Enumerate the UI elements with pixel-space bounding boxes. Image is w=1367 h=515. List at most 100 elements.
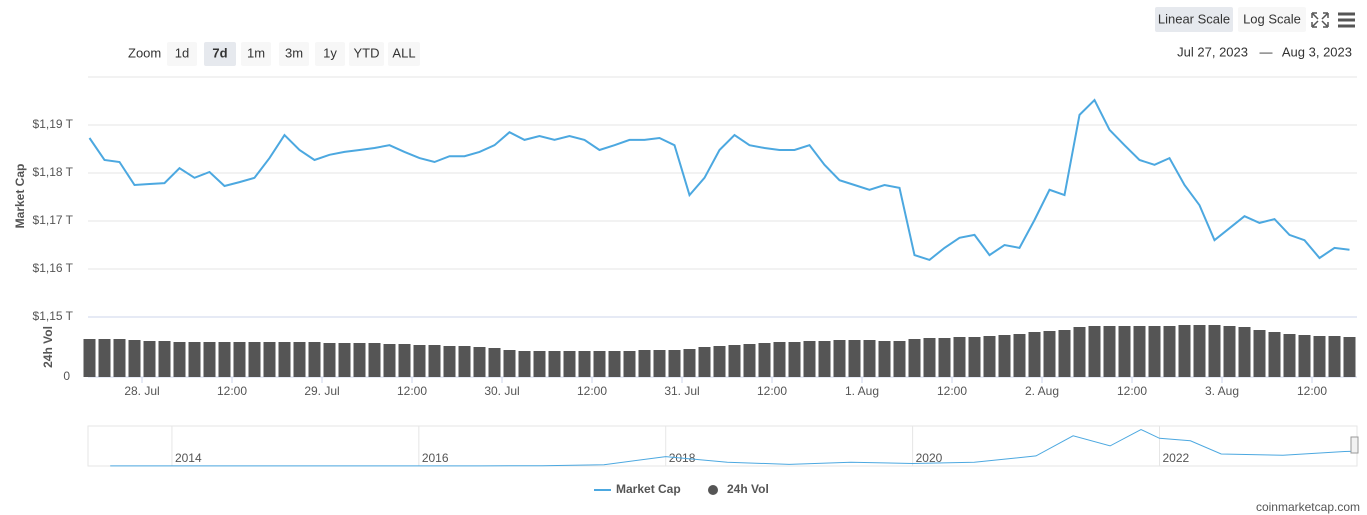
volume-bar: [1283, 334, 1296, 377]
volume-bar: [1253, 330, 1266, 377]
zoom-button[interactable]: [204, 42, 236, 66]
volume-bar: [1193, 325, 1206, 377]
x-tick-label: 30. Jul: [484, 384, 519, 398]
x-tick-label: 3. Aug: [1205, 384, 1239, 398]
volume-bar: [1073, 327, 1086, 377]
y-axis-label: Market Cap: [13, 164, 27, 229]
x-tick-label: 12:00: [577, 384, 607, 398]
volume-bar: [848, 340, 861, 377]
legend-label[interactable]: Market Cap: [616, 482, 681, 496]
volume-bar: [1178, 325, 1191, 377]
zoom-button[interactable]: [315, 42, 345, 66]
zoom-button-label[interactable]: 7d: [212, 45, 227, 60]
volume-bar: [1028, 332, 1041, 377]
x-tick-label: 12:00: [1117, 384, 1147, 398]
volume-bar: [158, 341, 171, 377]
navigator-tick-label: 2014: [175, 451, 202, 465]
zoom-label: Zoom: [128, 45, 161, 60]
volume-bar: [1313, 336, 1326, 377]
volume-bar: [1043, 331, 1056, 377]
zoom-button-label[interactable]: 1d: [175, 45, 189, 60]
volume-bar: [953, 337, 966, 377]
volume-bar: [98, 339, 111, 377]
volume-bar: [938, 338, 951, 377]
volume-bar: [1343, 337, 1356, 377]
volume-bar: [773, 342, 786, 377]
zoom-button-label[interactable]: 1m: [247, 45, 265, 60]
volume-bar: [908, 339, 921, 377]
date-from: Jul 27, 2023: [1177, 44, 1248, 59]
y2-axis-label: 24h Vol: [41, 326, 55, 368]
x-tick-label: 12:00: [397, 384, 427, 398]
volume-bar: [863, 340, 876, 377]
zoom-button-label[interactable]: YTD: [354, 45, 380, 60]
volume-bar: [83, 339, 96, 377]
zoom-button-label[interactable]: 1y: [323, 45, 337, 60]
volume-bar: [548, 351, 561, 377]
volume-bar: [608, 351, 621, 377]
scale-button[interactable]: [1155, 7, 1233, 32]
volume-bar: [578, 351, 591, 377]
navigator-tick-label: 2020: [916, 451, 943, 465]
x-tick-label: 12:00: [217, 384, 247, 398]
volume-bar: [1148, 326, 1161, 377]
menu-icon[interactable]: [1338, 12, 1355, 28]
volume-bar: [698, 347, 711, 377]
volume-bar: [353, 343, 366, 377]
scale-button-label[interactable]: Linear Scale: [1158, 11, 1230, 26]
volume-bar: [803, 341, 816, 377]
zoom-button[interactable]: [241, 42, 271, 66]
navigator-handle[interactable]: [1350, 436, 1359, 454]
volume-bar: [788, 342, 801, 377]
y-tick-label: $1,15 T: [33, 309, 74, 323]
volume-bar: [653, 350, 666, 377]
volume-bar: [443, 346, 456, 377]
volume-bar: [1103, 326, 1116, 377]
y-tick-label: $1,19 T: [33, 117, 74, 131]
x-tick-label: 2. Aug: [1025, 384, 1059, 398]
volume-bar: [518, 351, 531, 377]
volume-bar: [833, 340, 846, 377]
navigator-tick-label: 2016: [422, 451, 449, 465]
y-tick-label: $1,18 T: [33, 165, 74, 179]
navigator-line: [110, 428, 1355, 467]
volume-bar: [893, 341, 906, 377]
x-tick-label: 31. Jul: [664, 384, 699, 398]
legend-label[interactable]: 24h Vol: [727, 482, 769, 496]
date-to: Aug 3, 2023: [1282, 44, 1352, 59]
volume-bar: [1058, 330, 1071, 377]
volume-bar: [263, 342, 276, 377]
volume-bar: [383, 344, 396, 377]
volume-bar: [143, 341, 156, 377]
scale-button[interactable]: [1238, 7, 1306, 32]
volume-bar: [203, 342, 216, 377]
fullscreen-icon[interactable]: [1311, 12, 1329, 28]
zoom-button[interactable]: [279, 42, 309, 66]
volume-bar: [1118, 326, 1131, 377]
volume-bar: [623, 351, 636, 377]
volume-bar: [278, 342, 291, 377]
volume-bar: [728, 345, 741, 377]
scale-button-label[interactable]: Log Scale: [1243, 11, 1301, 26]
y-tick-label: $1,16 T: [33, 261, 74, 275]
volume-bar: [533, 351, 546, 377]
volume-bar: [1013, 334, 1026, 377]
volume-bar: [128, 340, 141, 377]
volume-bar: [308, 342, 321, 377]
volume-bar: [473, 347, 486, 377]
zoom-button[interactable]: [167, 42, 197, 66]
date-sep: —: [1260, 44, 1273, 59]
zoom-button-label[interactable]: 3m: [285, 45, 303, 60]
volume-bar: [1133, 326, 1146, 377]
volume-bar: [923, 338, 936, 377]
zoom-button[interactable]: [349, 42, 384, 66]
zoom-button[interactable]: [388, 42, 420, 66]
volume-bar: [983, 336, 996, 377]
volume-bar: [1223, 326, 1236, 377]
volume-bar: [818, 341, 831, 377]
zoom-button-label[interactable]: ALL: [392, 45, 415, 60]
volume-bar: [968, 337, 981, 377]
volume-bar: [638, 350, 651, 377]
volume-bar: [1163, 326, 1176, 377]
